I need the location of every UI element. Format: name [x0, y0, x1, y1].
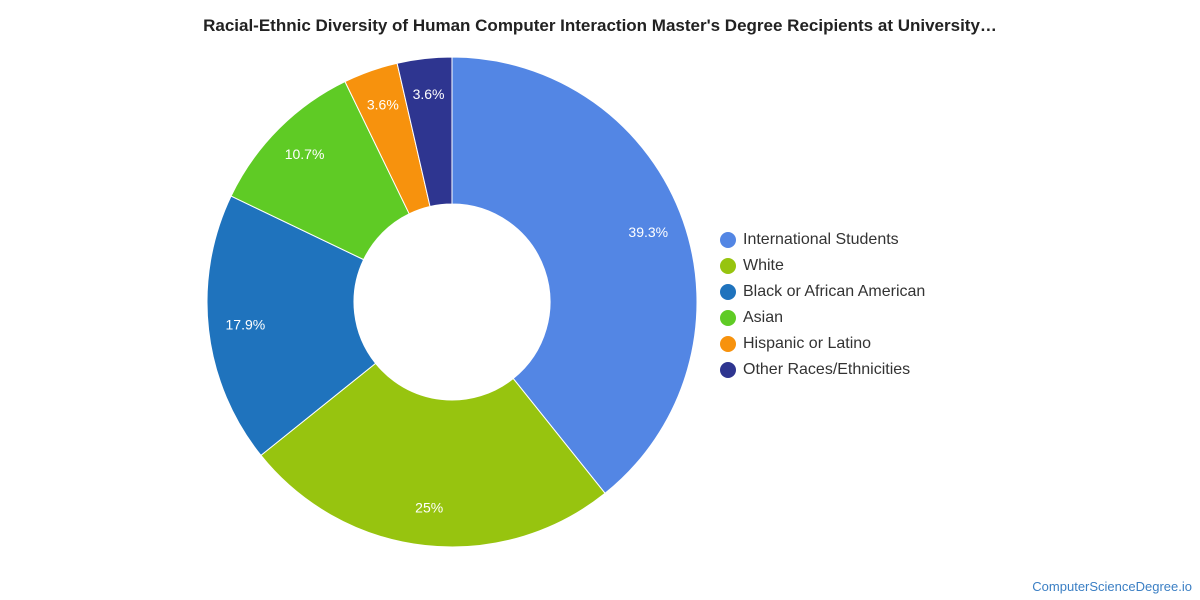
slice-1	[260, 362, 606, 548]
legend-item-2[interactable]: Black or African American	[720, 279, 925, 305]
legend-item-1[interactable]: White	[720, 253, 925, 279]
legend-label: White	[743, 257, 784, 274]
legend-item-0[interactable]: International Students	[720, 227, 925, 253]
legend-item-5[interactable]: Other Races/Ethnicities	[720, 357, 925, 383]
slice-2	[206, 195, 377, 457]
slice-label-4: 3.6%	[367, 97, 399, 113]
slice-5	[396, 56, 453, 208]
chart-title: Racial-Ethnic Diversity of Human Compute…	[203, 16, 997, 35]
slice-label-1: 25%	[415, 499, 443, 515]
source-link[interactable]: ComputerScienceDegree.io	[1032, 579, 1192, 594]
legend-label: Asian	[743, 309, 784, 326]
legend-swatch	[720, 232, 736, 248]
legend-swatch	[720, 310, 736, 326]
legend-label: Other Races/Ethnicities	[743, 361, 911, 378]
slice-label-0: 39.3%	[628, 224, 668, 240]
legend-swatch	[720, 258, 736, 274]
slice-3	[230, 80, 410, 261]
slice-label-2: 17.9%	[226, 316, 266, 332]
legend-label: Hispanic or Latino	[743, 335, 872, 352]
slice-label-3: 10.7%	[285, 146, 325, 162]
legend-swatch	[720, 336, 736, 352]
slice-label-5: 3.6%	[413, 86, 445, 102]
legend-label: Black or African American	[743, 283, 926, 300]
legend-swatch	[720, 362, 736, 378]
legend-item-4[interactable]: Hispanic or Latino	[720, 331, 925, 357]
legend-item-3[interactable]: Asian	[720, 305, 925, 331]
slice-0	[451, 56, 698, 495]
legend-swatch	[720, 284, 736, 300]
legend-label: International Students	[743, 231, 899, 248]
chart-legend: International Students White Black or Afri…	[720, 227, 925, 383]
